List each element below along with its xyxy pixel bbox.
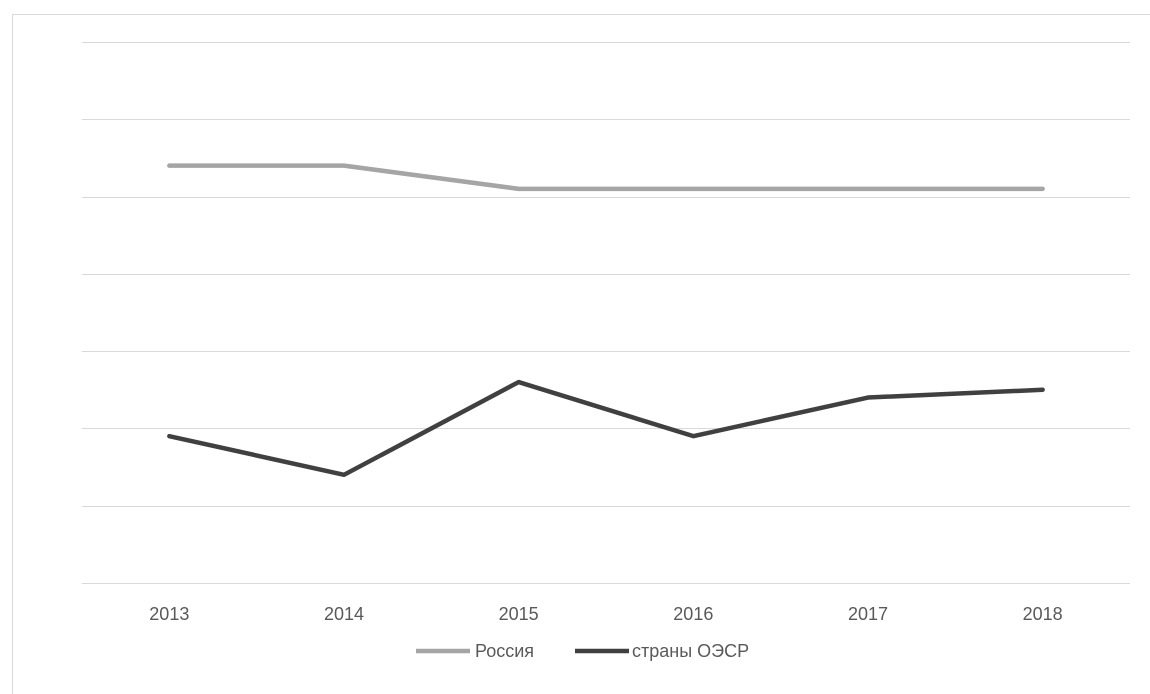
- legend-label: страны ОЭСР: [632, 641, 749, 661]
- chart-frame: [12, 14, 1150, 694]
- x-tick-label: 2014: [324, 604, 364, 624]
- series-lines: [167, 163, 1045, 478]
- gridlines: [82, 42, 1130, 584]
- x-tick-label: 2018: [1023, 604, 1063, 624]
- x-axis-tick-labels: 2013 2014 2015 2016 2017 2018: [149, 604, 1062, 624]
- x-tick-label: 2015: [499, 604, 539, 624]
- series-line-1: [167, 379, 1045, 478]
- legend: Россия страны ОЭСР: [416, 641, 749, 661]
- x-tick-label: 2016: [673, 604, 713, 624]
- series-line-0: [167, 163, 1045, 192]
- x-tick-label: 2017: [848, 604, 888, 624]
- line-chart: 2013 2014 2015 2016 2017 2018 Россия страны ОЭ…: [82, 42, 1130, 661]
- legend-label: Россия: [475, 641, 534, 661]
- x-tick-label: 2013: [149, 604, 189, 624]
